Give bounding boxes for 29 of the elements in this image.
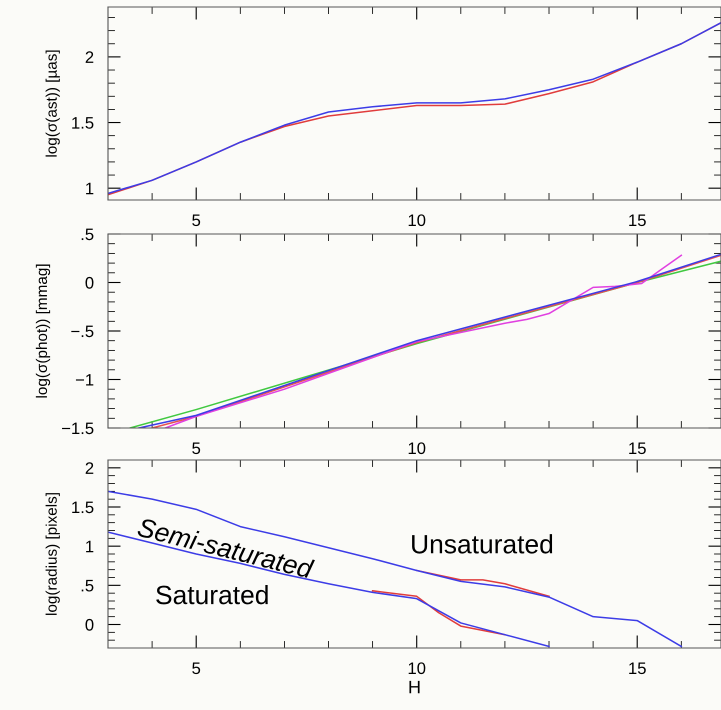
y-tick-label: 2 (86, 462, 94, 474)
x-tick-label: 15 (629, 662, 646, 674)
y-tick-label: .5 (82, 228, 94, 240)
y-axis-title: log(σ(phot)) [mmag] (36, 264, 50, 398)
y-tick-label: 1.5 (72, 117, 94, 129)
annotation: Unsaturated (412, 534, 552, 554)
x-tick-label: 5 (192, 214, 200, 226)
y-tick-label: .5 (82, 580, 94, 592)
x-tick-label: 10 (408, 662, 426, 674)
y-tick-label: 0 (85, 276, 94, 289)
line-series (108, 490, 682, 648)
y-tick-label: 1 (86, 182, 94, 194)
annotation: Saturated (156, 584, 268, 604)
x-tick-label: 15 (629, 442, 646, 454)
x-tick-label: 10 (408, 214, 426, 226)
y-tick-label: −.5 (71, 326, 94, 338)
x-tick-label: 5 (192, 662, 200, 674)
y-tick-label: 1 (86, 540, 94, 552)
y-axis-title: log(radius) [pixels] (46, 493, 60, 615)
x-axis-title: H (409, 680, 420, 694)
y-tick-label: 2 (86, 51, 94, 63)
y-tick-label: 1.5 (72, 502, 94, 514)
y-axis-title: log(σ(ast)) [µas] (46, 50, 60, 157)
y-tick-label: −1.5 (62, 422, 94, 434)
y-tick-label: 0 (85, 618, 94, 631)
x-tick-label: 10 (408, 442, 426, 454)
x-tick-label: 15 (629, 214, 646, 226)
x-tick-label: 5 (192, 442, 200, 454)
y-tick-label: −1 (76, 374, 94, 386)
